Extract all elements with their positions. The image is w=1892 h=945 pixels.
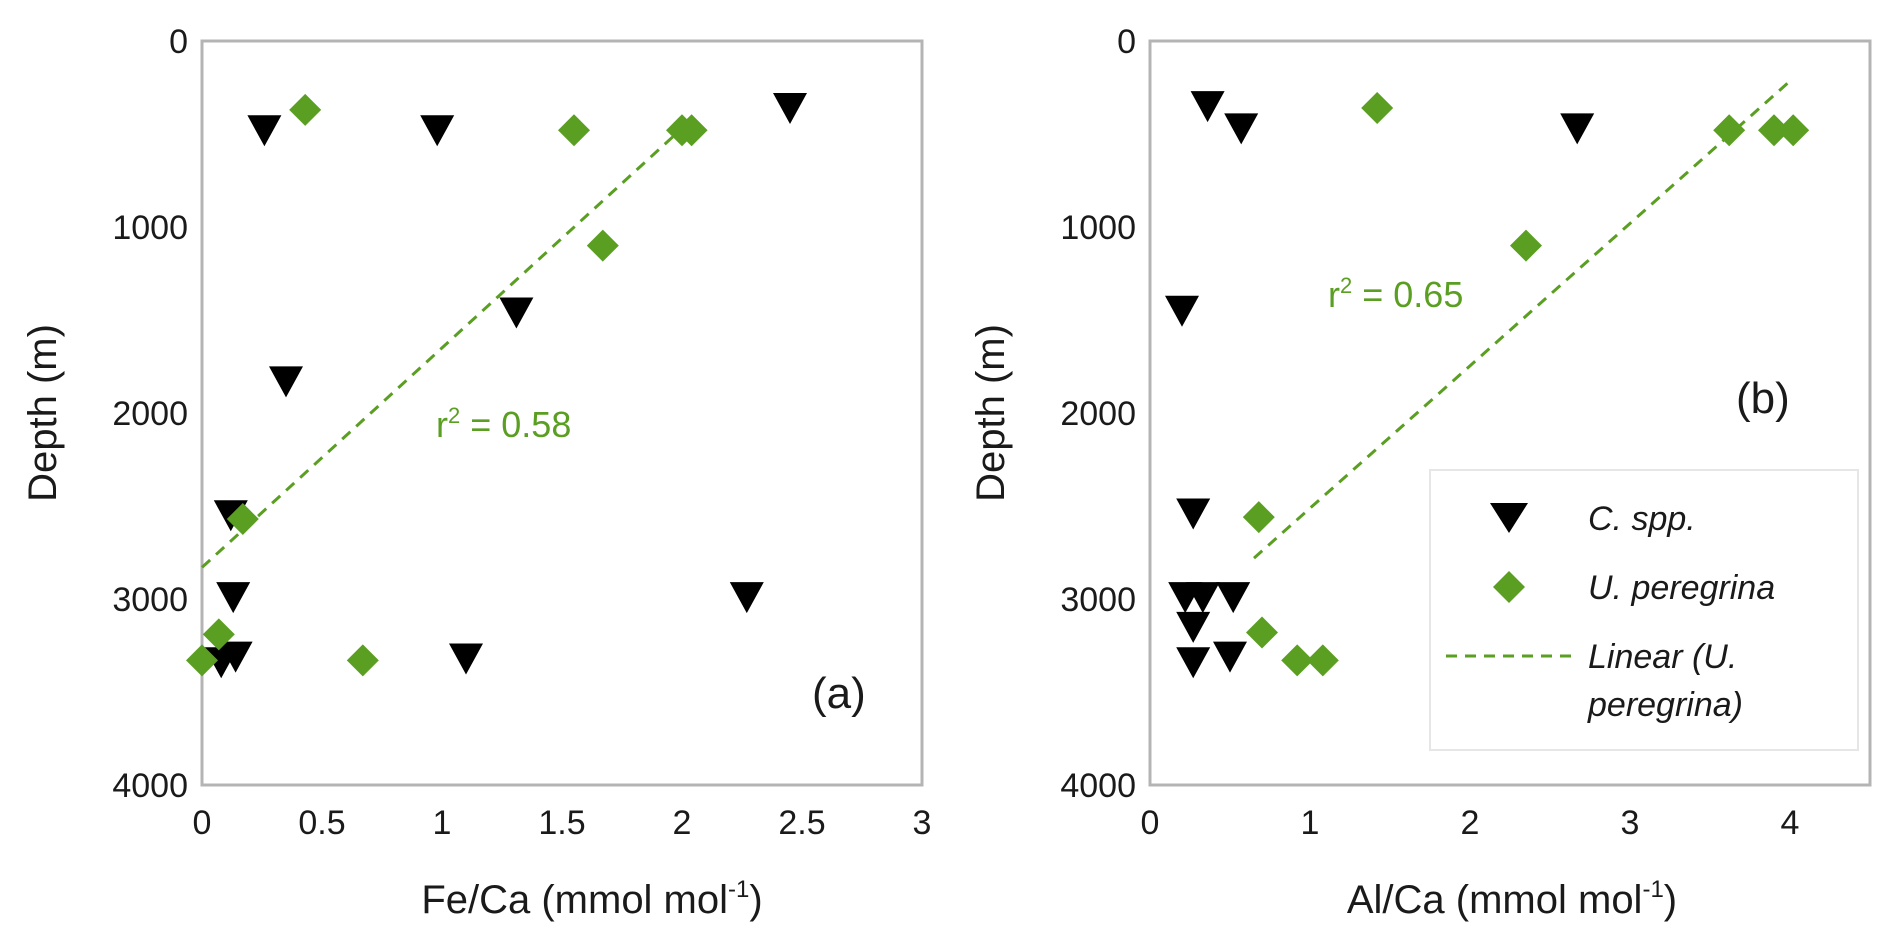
point-c-spp (218, 641, 253, 673)
y-tick-label: 3000 (112, 581, 188, 619)
point-u-peregrina (1246, 616, 1278, 649)
panel-b-trendline-group (1253, 77, 1795, 560)
point-u-peregrina (1306, 644, 1339, 677)
point-c-spp (247, 115, 282, 147)
point-u-peregrina (186, 644, 218, 677)
y-tick-label: 2000 (112, 395, 188, 433)
point-u-peregrina (1758, 114, 1790, 147)
y-tick-label: 0 (1117, 23, 1136, 61)
point-c-spp (1190, 91, 1225, 123)
panel-b-label: (b) (1736, 374, 1790, 423)
x-tick-label: 1 (433, 804, 452, 842)
x-tick-label: 2 (1461, 804, 1480, 842)
point-c-spp (1560, 113, 1595, 145)
x-tick-label: 0 (1141, 804, 1160, 842)
panel-b-y-tick-labels: 0 1000 2000 3000 4000 (1060, 23, 1136, 805)
y-tick-label: 4000 (1060, 767, 1136, 805)
point-c-spp (449, 643, 483, 675)
panel-b-scatter-chart: 0 1000 2000 3000 4000 0 1 2 3 4 r2 = 0.65 (b) De… (969, 23, 1872, 922)
point-c-spp (1216, 582, 1251, 614)
point-u-peregrina (675, 114, 708, 147)
point-c-spp (773, 92, 807, 124)
point-c-spp (1176, 498, 1211, 530)
point-c-spp (216, 582, 251, 614)
point-c-spp (1185, 582, 1220, 614)
legend-marker-u-peregrina (1493, 571, 1525, 603)
panel-a-scatter-chart: 0 1000 2000 3000 4000 0 0.5 1 1.5 2 2.5 3 r2 = 0.5… (21, 23, 931, 922)
panel-a-x-tick-labels: 0 0.5 1 1.5 2 2.5 3 (193, 804, 932, 842)
panel-b-x-tick-labels: 0 1 2 3 4 (1141, 804, 1800, 842)
point-u-peregrina (226, 503, 259, 536)
y-tick-label: 3000 (1060, 581, 1136, 619)
trendline-u-peregrina (200, 127, 684, 569)
point-c-spp (729, 582, 764, 614)
x-tick-label: 0 (193, 804, 212, 842)
legend-marker-c-spp (1490, 503, 1528, 533)
point-c-spp (1213, 641, 1247, 673)
panel-a-data-points (186, 92, 807, 679)
x-tick-label: 2 (673, 804, 692, 842)
panel-b-x-axis-label: Al/Ca (mmol mol-1) (1347, 876, 1677, 922)
point-c-spp (1165, 295, 1199, 327)
panel-b-y-axis-label: Depth (m) (969, 324, 1013, 502)
point-u-peregrina (558, 114, 590, 147)
panel-a-x-axis-label: Fe/Ca (mmol mol-1) (421, 876, 762, 922)
point-u-peregrina (346, 644, 379, 677)
panel-b-r-squared-annotation: r2 = 0.65 (1328, 273, 1463, 315)
panel-a-y-tick-labels: 0 1000 2000 3000 4000 (112, 23, 188, 805)
x-tick-label: 3 (1621, 804, 1640, 842)
panel-a-trendline-group (200, 127, 684, 569)
point-u-peregrina (586, 229, 619, 262)
point-c-spp (1176, 647, 1211, 679)
y-tick-label: 1000 (1060, 209, 1136, 247)
point-u-peregrina (1777, 114, 1810, 147)
x-tick-label: 4 (1781, 804, 1800, 842)
point-u-peregrina (1713, 114, 1746, 147)
panel-b-data-points (1165, 91, 1810, 679)
legend: C. spp. U. peregrina Linear (U. peregrin… (1429, 469, 1859, 751)
panel-a-plot-frame (200, 39, 924, 787)
x-tick-label: 1 (1301, 804, 1320, 842)
legend-label-linear-line2: peregrina) (1587, 686, 1743, 724)
x-tick-label: 1.5 (538, 804, 585, 842)
y-tick-label: 2000 (1060, 395, 1136, 433)
point-c-spp (269, 366, 303, 398)
x-tick-label: 2.5 (778, 804, 825, 842)
legend-label-c-spp: C. spp. (1588, 500, 1696, 538)
point-c-spp (1224, 113, 1259, 145)
trendline-u-peregrina (1253, 77, 1795, 560)
panel-a-r-squared-annotation: r2 = 0.58 (436, 403, 571, 445)
panel-a-label: (a) (812, 669, 866, 718)
point-c-spp (499, 297, 534, 329)
legend-label-linear-line1: Linear (U. (1588, 638, 1737, 676)
point-u-peregrina (1281, 644, 1314, 677)
y-tick-label: 1000 (112, 209, 188, 247)
x-tick-label: 0.5 (298, 804, 345, 842)
point-u-peregrina (1510, 229, 1542, 262)
point-u-peregrina (202, 618, 235, 651)
panel-b-plot-frame (1148, 39, 1872, 787)
point-u-peregrina (1242, 501, 1275, 534)
point-u-peregrina (289, 93, 322, 126)
point-c-spp (420, 115, 455, 147)
point-c-spp (1176, 611, 1211, 643)
point-u-peregrina (1361, 91, 1394, 124)
x-tick-label: 3 (913, 804, 932, 842)
y-tick-label: 4000 (112, 767, 188, 805)
legend-label-u-peregrina: U. peregrina (1588, 569, 1775, 607)
y-tick-label: 0 (169, 23, 188, 61)
panel-a-y-axis-label: Depth (m) (21, 324, 65, 502)
